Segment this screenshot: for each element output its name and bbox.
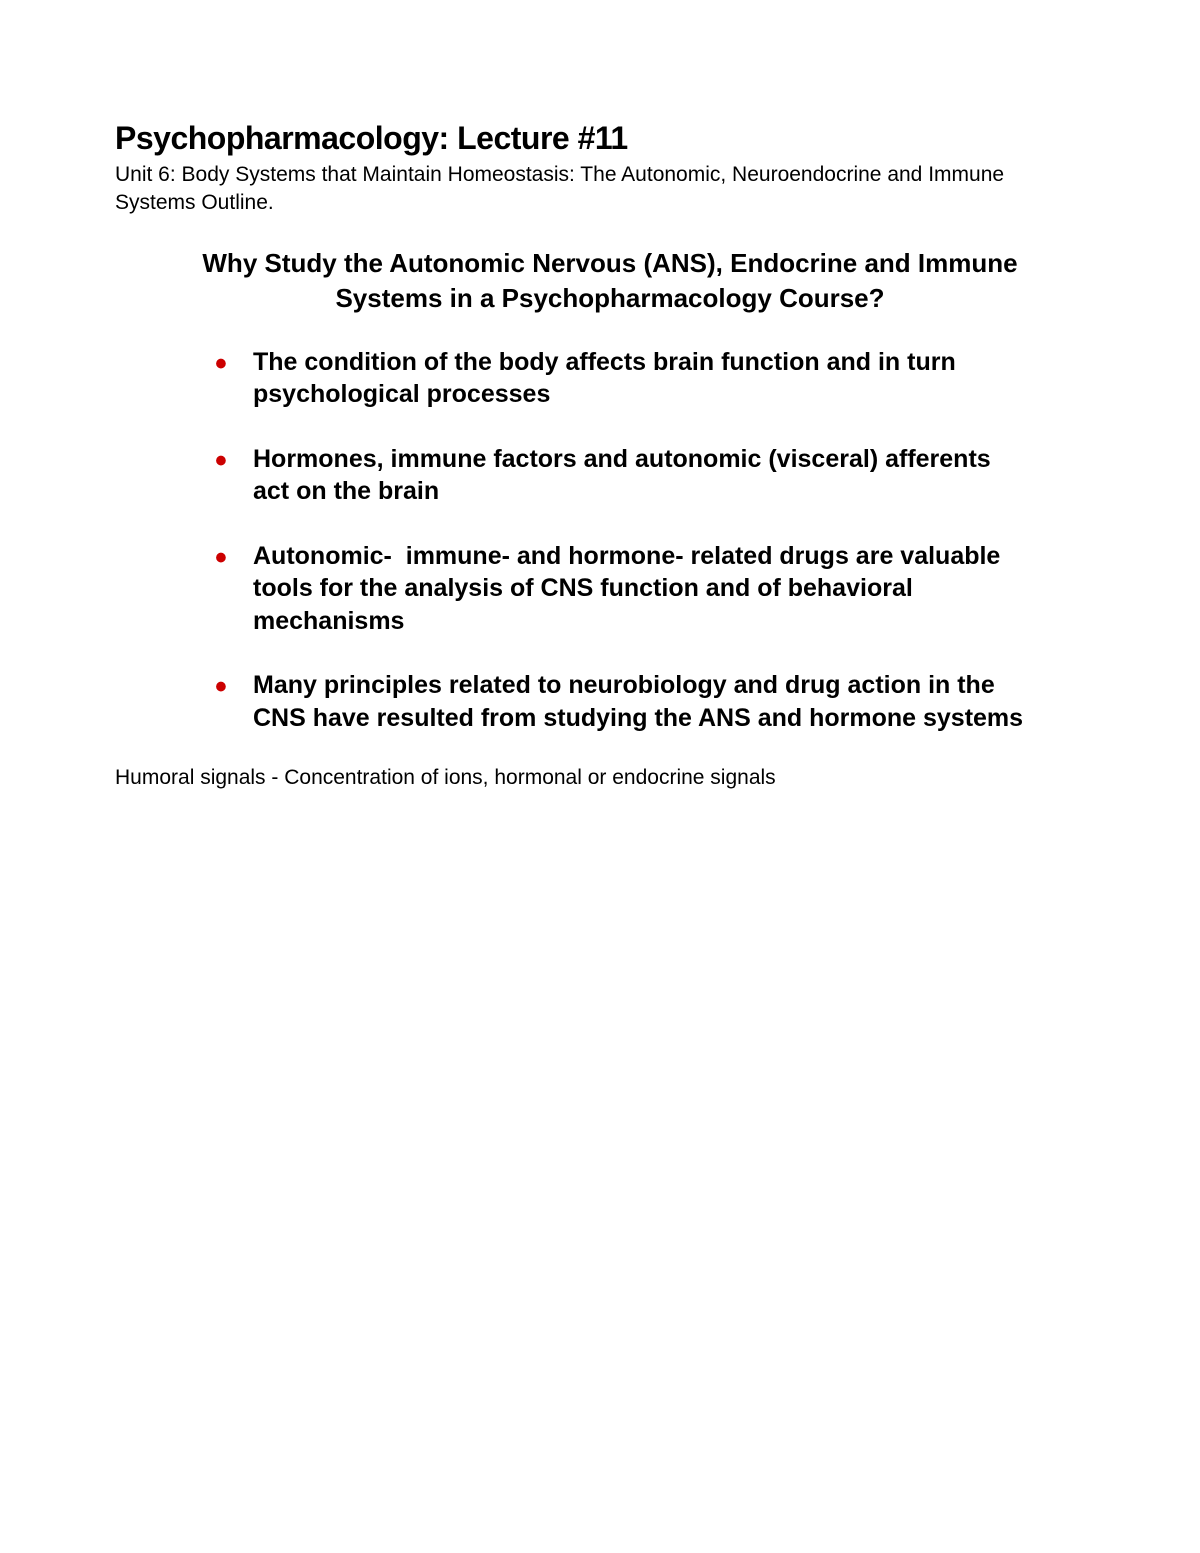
bullet-item: Many principles related to neurobiology … [215,669,1045,734]
page-title: Psychopharmacology: Lecture #11 [115,120,1085,157]
bullet-item: Autonomic- immune- and hormone- related … [215,540,1045,638]
footer-note: Humoral signals - Concentration of ions,… [115,766,1085,790]
section-heading: Why Study the Autonomic Nervous (ANS), E… [175,246,1045,316]
content-block: Why Study the Autonomic Nervous (ANS), E… [115,246,1085,735]
section-heading-line1: Why Study the Autonomic Nervous (ANS), E… [202,248,1017,278]
bullet-item: Hormones, immune factors and autonomic (… [215,443,1045,508]
bullet-item: The condition of the body affects brain … [215,346,1045,411]
bullet-list: The condition of the body affects brain … [175,346,1045,735]
page-subtitle: Unit 6: Body Systems that Maintain Homeo… [115,161,1085,218]
section-heading-line2: Systems in a Psychopharmacology Course? [335,283,884,313]
